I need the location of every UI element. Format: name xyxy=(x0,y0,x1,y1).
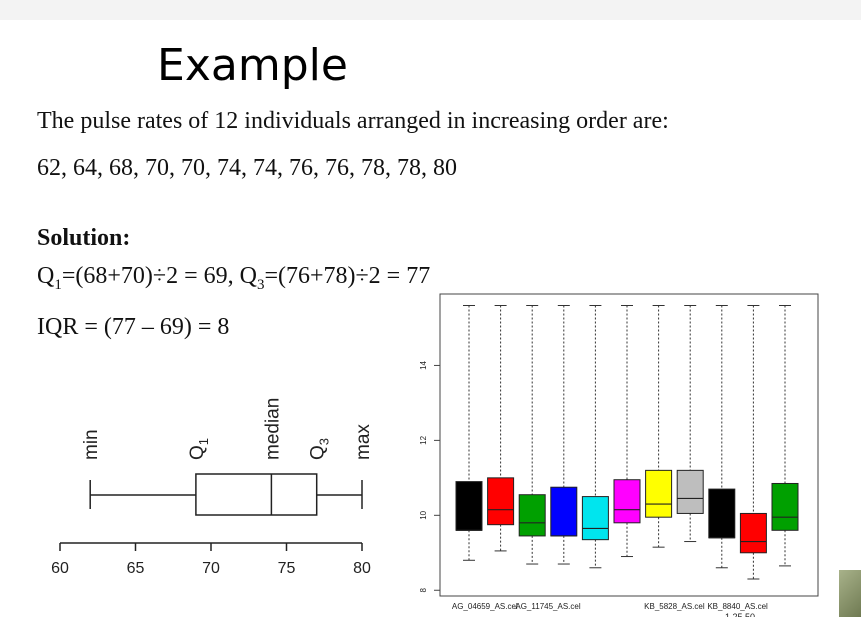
y-tick-label: 8 xyxy=(419,587,428,592)
label-q1-text: Q xyxy=(187,445,208,460)
y-tick-label: 10 xyxy=(419,510,428,519)
q3-expression: =(76+78)÷2 = 77 xyxy=(264,263,431,289)
x-tick-label: 80 xyxy=(353,560,371,577)
quartile-formula: Q1=(68+70)÷2 = 69, Q3=(76+78)÷2 = 77 xyxy=(37,263,430,294)
sample-box xyxy=(487,477,515,526)
label-q3-text: Q xyxy=(308,445,329,460)
label-min: min xyxy=(81,429,102,460)
x-tick-label: AG_04659_AS.cel xyxy=(452,602,518,611)
x-tick-label: KB_8840_AS.cel xyxy=(707,602,768,611)
top-bar xyxy=(0,0,861,20)
label-min-text: min xyxy=(81,429,102,460)
label-median-text: median xyxy=(262,398,283,460)
y-tick-label: 12 xyxy=(419,435,428,444)
plot-frame xyxy=(439,293,819,597)
q3-subscript: 3 xyxy=(256,276,265,293)
label-q3-subscript: 3 xyxy=(317,438,332,445)
label-median: median xyxy=(262,398,283,460)
sample-box xyxy=(676,469,704,514)
sample-box xyxy=(518,494,546,537)
q1-subscript: 1 xyxy=(54,276,62,293)
stray-label: 1 25 50 xyxy=(725,612,755,617)
x-tick-label: 60 xyxy=(51,560,69,577)
sample-box xyxy=(771,482,799,531)
x-tick-label: KB_5828_AS.cel xyxy=(644,602,705,611)
solution-label: Solution: xyxy=(37,225,131,251)
x-tick-label: 70 xyxy=(202,560,220,577)
thumbnail-image xyxy=(839,570,861,617)
sample-box xyxy=(581,496,609,541)
sample-box xyxy=(550,486,578,537)
label-max-text: max xyxy=(353,424,374,460)
sample-box xyxy=(645,469,673,518)
label-q1-subscript: 1 xyxy=(196,438,211,445)
q3-symbol: Q xyxy=(239,263,257,289)
values-text: 62, 64, 68, 70, 70, 74, 74, 76, 76, 78, … xyxy=(37,155,457,181)
y-tick-label: 14 xyxy=(419,360,428,369)
label-max: max xyxy=(353,424,374,460)
x-tick-label: 65 xyxy=(127,560,145,577)
label-q1: Q1 xyxy=(187,438,211,460)
slide-title: Example xyxy=(157,40,348,91)
intro-text: The pulse rates of 12 individuals arrang… xyxy=(37,108,669,134)
sample-box xyxy=(455,481,483,531)
label-q3: Q3 xyxy=(308,438,332,460)
iqr-text: IQR = (77 – 69) = 8 xyxy=(37,314,230,340)
q1-expression: =(68+70)÷2 = 69, xyxy=(61,263,240,289)
iqr-box xyxy=(195,473,318,516)
q1-symbol: Q xyxy=(37,263,55,289)
sample-box xyxy=(739,512,767,554)
sample-box xyxy=(613,479,641,524)
sample-box xyxy=(708,488,736,539)
x-tick-label: AG_11745_AS.cel xyxy=(515,602,580,611)
x-tick-label: 75 xyxy=(278,560,296,577)
